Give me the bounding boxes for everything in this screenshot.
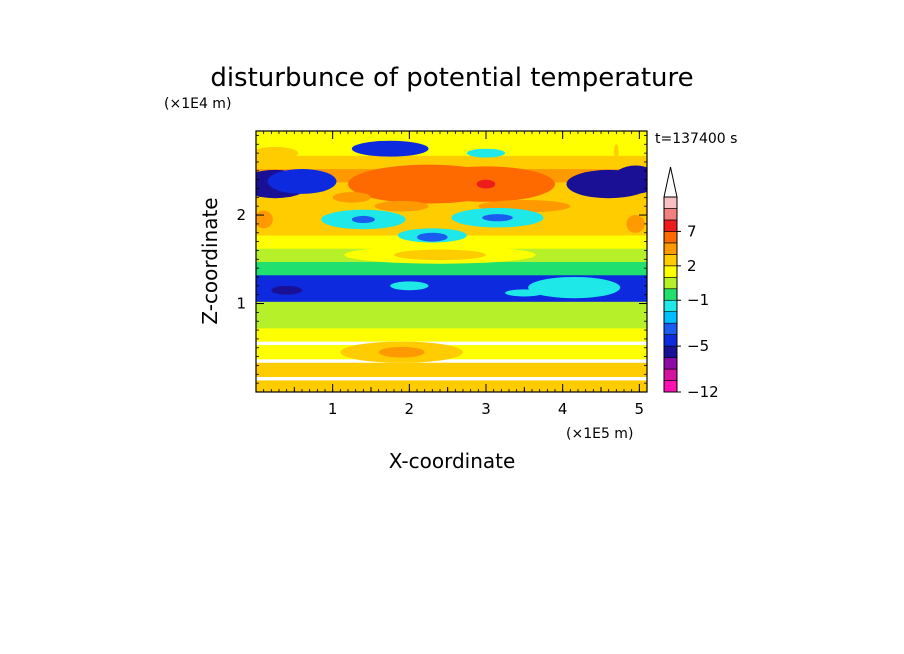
contour-band [256,207,647,223]
x-tick-label: 1 [328,400,338,418]
contour-region [256,146,299,160]
contour-band [256,154,647,170]
contour-region [351,215,375,224]
colorbar-swatch [663,368,678,381]
y-tick-label: 2 [236,206,246,224]
colorbar-label: 2 [687,257,697,275]
colorbar-swatch [663,254,678,267]
contour-band [256,327,647,342]
time-label: t=137400 s [655,131,737,147]
y-axis: 12 [236,135,647,384]
contour-band [256,380,647,392]
y-axis-label: Z-coordinate [198,197,222,324]
colorbar-label: 7 [687,222,697,240]
contour-band [256,261,647,276]
contour-plot [256,131,647,392]
x-axis-label: X-coordinate [389,449,516,473]
contour-region [332,192,372,203]
colorbar-swatch [663,231,678,244]
colorbar: 7 2 −1 −5 −12 [663,166,719,401]
y-scale-label: (×1E4 m) [164,96,231,112]
x-tick-label: 4 [558,400,568,418]
contour-region [528,276,621,299]
contour-band [256,314,647,329]
colorbar-label: −1 [687,291,709,309]
contour-region [374,200,429,212]
colorbar-swatch [663,311,678,324]
colorbar-swatch [663,380,678,393]
colorbar-label: −12 [687,383,719,401]
contour-region [267,169,337,194]
contour-region [626,215,645,233]
contour-band [256,234,647,249]
x-axis: 1 2 3 4 5 [263,131,648,418]
contour-region [271,285,302,295]
x-tick-label: 5 [635,400,645,418]
x-scale-label: (×1E5 m) [566,426,633,442]
colorbar-swatch [663,208,678,221]
x-tick-label: 3 [481,400,491,418]
colorbar-swatch [663,276,678,290]
colorbar-swatch [663,334,678,347]
colorbar-swatch [663,265,678,278]
colorbar-swatch [663,219,678,232]
colorbar-swatch [663,357,678,370]
contour-region [476,179,496,189]
contour-region [417,232,448,242]
colorbar-swatch [663,196,678,209]
contour-region [482,214,513,222]
colorbar-label: −5 [687,337,709,355]
contour-region [256,210,273,229]
colorbar-swatch [663,288,678,301]
contour-region [390,281,429,291]
colorbar-swatch [663,242,678,255]
colorbar-swatch [663,345,678,358]
contour-band [256,300,647,316]
plot-frame [255,130,648,393]
contour-region [614,144,619,159]
colorbar-frame [663,196,678,393]
colorbar-swatch [663,322,678,335]
contour-region [378,346,425,358]
contour-region [612,165,647,194]
contour-region [351,140,429,157]
contour-region [394,249,486,261]
colorbar-extend-arrow [663,166,678,198]
y-tick-label: 1 [236,295,246,313]
x-tick-label: 2 [405,400,415,418]
chart-title: disturbunce of potential temperature [210,63,693,93]
colorbar-swatch [663,299,678,313]
contour-band [256,362,647,378]
contour-band [256,141,647,156]
contour-region [466,148,506,158]
contour-band [256,131,647,143]
contour-region [578,347,609,357]
